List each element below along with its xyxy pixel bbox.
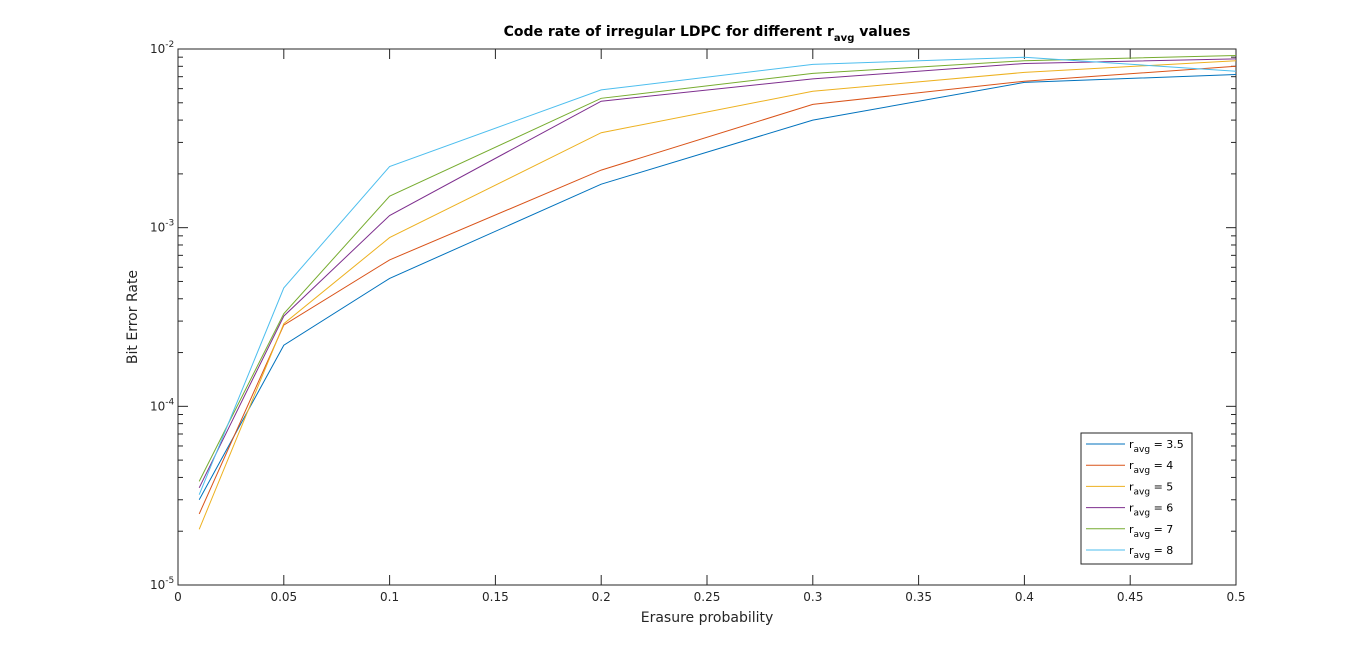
series-line-3 (198, 60, 1237, 530)
legend-label: ravg = 6 (1129, 502, 1173, 519)
y-tick-label: 10-5 (150, 576, 174, 592)
x-tick-label: 0.1 (380, 590, 399, 604)
series-line-6 (198, 56, 1237, 495)
legend-label: ravg = 7 (1129, 523, 1173, 540)
x-axis-label: Erasure probability (641, 610, 774, 626)
x-tick-label: 0.15 (482, 590, 509, 604)
x-tick-label: 0.2 (592, 590, 611, 604)
x-tick-label: 0.4 (1015, 590, 1034, 604)
legend: ravg = 3.5 ravg = 4 ravg = 5 ravg = 6 ravg =… (1080, 432, 1193, 565)
y-tick-label: 10-4 (150, 397, 175, 413)
x-tick-label: 0 (174, 590, 182, 604)
y-axis-label: Bit Error Rate (125, 270, 141, 364)
legend-label: ravg = 5 (1129, 480, 1173, 497)
x-tick-label: 0.45 (1117, 590, 1144, 604)
x-tick-label: 0.5 (1226, 590, 1245, 604)
x-tick-labels: 0 0.05 0.1 0.15 0.2 0.25 0.3 0.35 0.4 0.45 0.5 (174, 590, 1245, 604)
series-lines (198, 55, 1237, 530)
chart-title: Code rate of irregular LDPC for differen… (504, 24, 911, 44)
y-tick-labels: 10-5 10-4 10-3 10-2 (150, 40, 175, 592)
series-line-2 (198, 65, 1237, 515)
x-tick-label: 0.05 (270, 590, 297, 604)
series-line-5 (198, 55, 1237, 482)
legend-label: ravg = 3.5 (1129, 438, 1184, 455)
legend-box (1080, 432, 1193, 565)
series-line-4 (198, 58, 1237, 489)
y-tick-label: 10-3 (150, 219, 174, 235)
legend-label: ravg = 8 (1129, 544, 1173, 561)
series-line-1 (198, 74, 1237, 501)
legend-label: ravg = 4 (1129, 459, 1173, 476)
y-tick-label: 10-2 (150, 40, 174, 56)
x-tick-label: 0.25 (694, 590, 721, 604)
x-tick-label: 0.3 (803, 590, 822, 604)
x-tick-label: 0.35 (905, 590, 932, 604)
